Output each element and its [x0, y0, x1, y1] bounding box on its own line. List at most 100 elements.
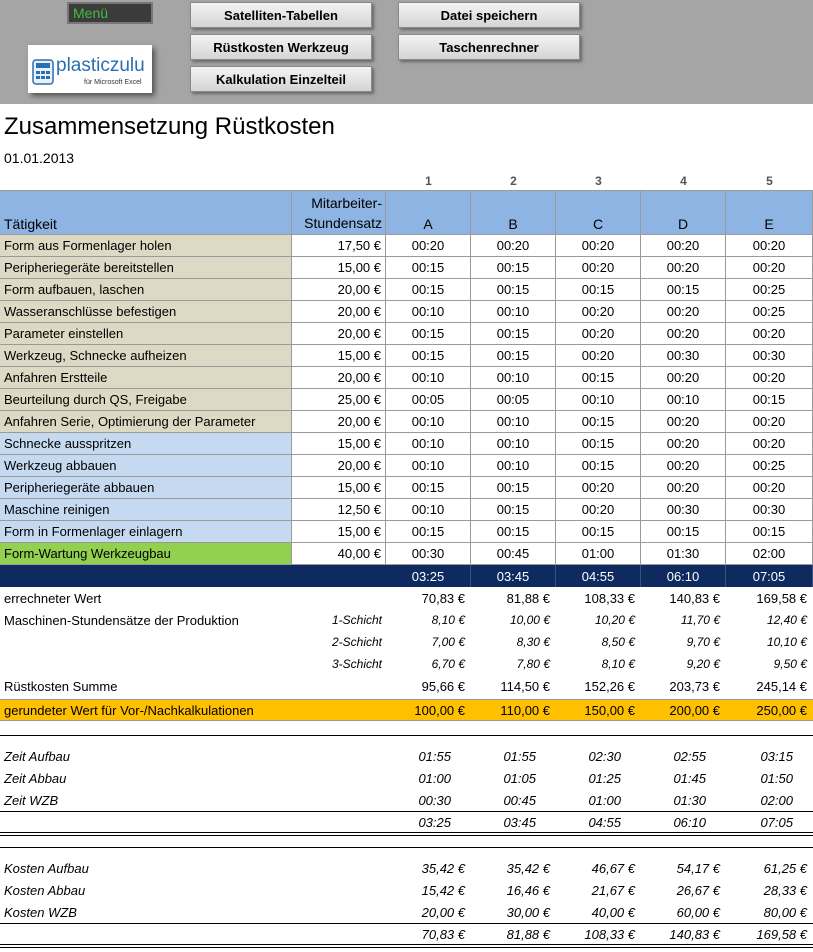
cost-value: 30,00 €	[506, 904, 550, 920]
calculated-value: 70,83 €	[421, 590, 465, 606]
time-value: 02:55	[673, 748, 706, 764]
machine-rate: 10,10 €	[766, 635, 807, 649]
cost-value: 46,67 €	[591, 860, 635, 876]
menu-button[interactable]: Kalkulation Einzelteil	[190, 66, 372, 92]
time-cell: 00:20	[556, 257, 641, 279]
setup-cost-sum: 114,50 €	[500, 678, 550, 694]
time-cell: 00:20	[556, 323, 641, 345]
double-line	[0, 947, 813, 948]
time-cell: 00:10	[386, 499, 471, 521]
cost-value: 26,67 €	[676, 882, 720, 898]
double-line	[0, 944, 813, 945]
double-line	[0, 835, 813, 836]
time-cell: 00:15	[471, 323, 556, 345]
sheet-title: Zusammensetzung Rüstkosten	[4, 113, 335, 140]
time-cell: 00:15	[471, 521, 556, 543]
time-value: 02:30	[588, 748, 621, 764]
machine-rate: 8,10 €	[601, 657, 635, 671]
rounded-value: 250,00 €	[756, 702, 807, 718]
logo-name: plasticzulu	[56, 55, 145, 76]
cost-value: 35,42 €	[506, 860, 550, 876]
menu-label[interactable]: Menü	[67, 2, 153, 24]
machine-rate: 10,20 €	[594, 613, 635, 627]
calculated-value: 81,88 €	[506, 590, 550, 606]
time-cell: 00:10	[386, 367, 471, 389]
total-time: 04:55	[556, 565, 641, 587]
time-cell: 00:20	[641, 433, 726, 455]
activity-label: Wasseranschlüsse befestigen	[0, 301, 292, 323]
activity-label: Anfahren Erstteile	[0, 367, 292, 389]
menu-button[interactable]: Rüstkosten Werkzeug	[190, 34, 372, 60]
time-cell: 00:20	[726, 235, 813, 257]
rounded-value: 100,00 €	[414, 702, 465, 718]
time-cell: 00:20	[556, 301, 641, 323]
time-cell: 00:20	[641, 257, 726, 279]
time-total: 07:05	[760, 814, 793, 830]
time-cell: 00:20	[726, 323, 813, 345]
activity-label: Form in Formenlager einlagern	[0, 521, 292, 543]
activity-label: Form aufbauen, laschen	[0, 279, 292, 301]
column-number: 5	[766, 173, 773, 188]
time-cell: 00:10	[386, 455, 471, 477]
time-cell: 00:15	[471, 257, 556, 279]
header-activity: Tätigkeit	[0, 191, 292, 235]
time-cell: 00:10	[471, 411, 556, 433]
machine-rate: 9,50 €	[773, 657, 807, 671]
time-label: Zeit Aufbau	[4, 748, 71, 764]
hourly-rate: 20,00 €	[292, 411, 386, 433]
machine-rate: 6,70 €	[431, 657, 465, 671]
menu-button[interactable]: Datei speichern	[398, 2, 580, 28]
time-cell: 00:20	[726, 433, 813, 455]
time-cell: 00:25	[726, 279, 813, 301]
hourly-rate: 40,00 €	[292, 543, 386, 565]
sum-line	[0, 811, 813, 812]
time-value: 01:25	[588, 770, 621, 786]
time-cell: 00:20	[641, 323, 726, 345]
menu-button[interactable]: Satelliten-Tabellen	[190, 2, 372, 28]
summary-label: Rüstkosten Summe	[4, 678, 118, 694]
rounded-value: 200,00 €	[669, 702, 720, 718]
time-cell: 00:15	[556, 455, 641, 477]
time-cell: 00:15	[471, 279, 556, 301]
cost-total: 81,88 €	[506, 926, 550, 942]
hourly-rate: 15,00 €	[292, 433, 386, 455]
time-value: 01:00	[418, 770, 451, 786]
rounded-row-band	[0, 699, 813, 721]
cost-value: 40,00 €	[591, 904, 635, 920]
hourly-rate: 20,00 €	[292, 455, 386, 477]
time-cell: 00:15	[641, 279, 726, 301]
header-column: A	[386, 191, 471, 235]
calculated-value: 108,33 €	[584, 590, 635, 606]
header-column: B	[471, 191, 556, 235]
hourly-rate: 17,50 €	[292, 235, 386, 257]
time-cell: 00:30	[641, 345, 726, 367]
time-cell: 00:20	[471, 235, 556, 257]
cost-value: 80,00 €	[763, 904, 807, 920]
hourly-rate: 20,00 €	[292, 323, 386, 345]
machine-rate: 8,10 €	[431, 613, 465, 627]
menu-button[interactable]: Taschenrechner	[398, 34, 580, 60]
time-cell: 00:20	[641, 477, 726, 499]
activity-label: Anfahren Serie, Optimierung der Paramete…	[0, 411, 292, 433]
time-cell: 00:20	[726, 367, 813, 389]
shift-label: 3-Schicht	[331, 657, 382, 671]
cost-label: Kosten Abbau	[4, 882, 86, 898]
machine-rate: 10,00 €	[509, 613, 550, 627]
time-cell: 00:10	[471, 433, 556, 455]
time-total: 03:25	[418, 814, 451, 830]
time-cell: 00:10	[556, 389, 641, 411]
cost-value: 20,00 €	[421, 904, 465, 920]
sum-line	[0, 923, 813, 924]
machine-rate: 8,30 €	[516, 635, 550, 649]
time-cell: 00:20	[641, 235, 726, 257]
machine-rate: 8,50 €	[601, 635, 635, 649]
time-cell: 02:00	[726, 543, 813, 565]
time-cell: 00:15	[471, 345, 556, 367]
time-total: 03:45	[503, 814, 536, 830]
column-number: 4	[680, 173, 687, 188]
time-cell: 00:20	[386, 235, 471, 257]
cost-total: 140,83 €	[669, 926, 720, 942]
time-cell: 00:10	[386, 433, 471, 455]
cost-value: 54,17 €	[676, 860, 720, 876]
